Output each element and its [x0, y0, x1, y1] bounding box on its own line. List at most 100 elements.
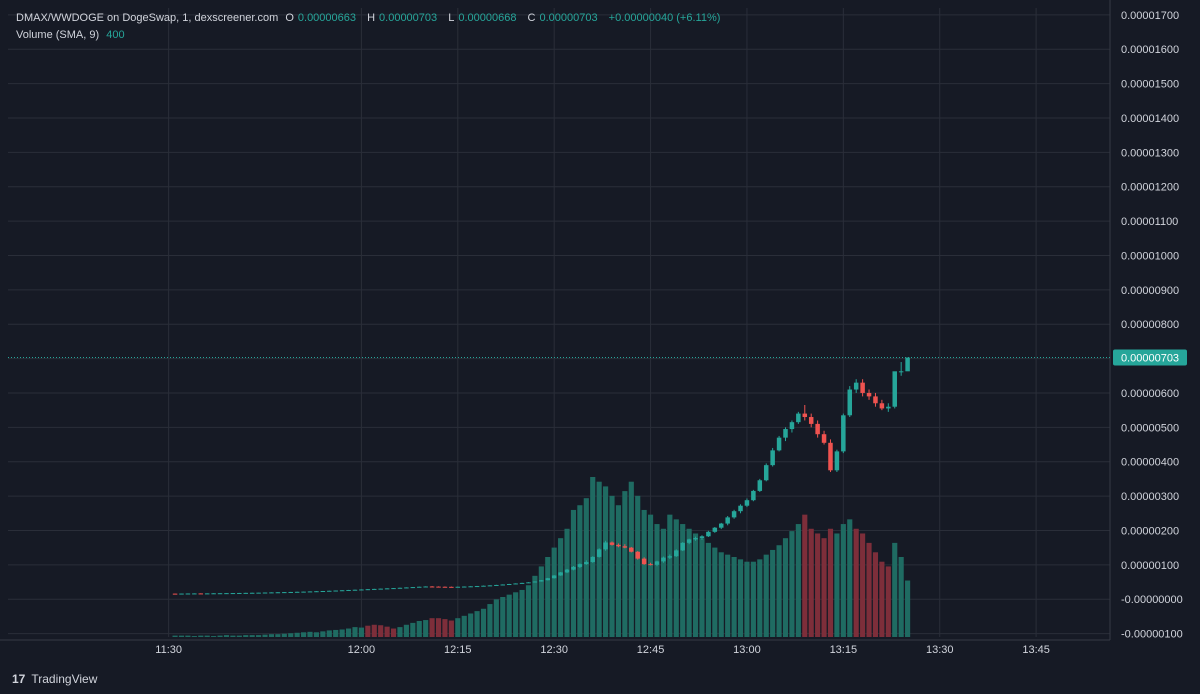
volume-bar — [358, 627, 364, 637]
y-tick-label: 0.00000400 — [1121, 457, 1179, 469]
volume-bar — [564, 528, 570, 637]
x-tick-label: 13:15 — [830, 644, 858, 656]
candle-body — [551, 575, 557, 579]
volume-bar — [256, 635, 262, 637]
volume-bar — [603, 486, 609, 637]
volume-bar — [313, 632, 320, 637]
candle-body — [179, 593, 184, 595]
volume-bar — [371, 624, 377, 637]
volume-bar — [577, 505, 583, 637]
candle-body — [461, 586, 467, 588]
candle-body — [384, 588, 390, 590]
high-label: H 0.00000703 — [367, 12, 438, 24]
volume-bar — [384, 626, 390, 637]
footer-brand[interactable]: 17 TradingView — [12, 672, 97, 686]
volume-bar — [545, 557, 551, 637]
candle-body — [500, 584, 506, 586]
candle-body — [243, 592, 248, 594]
volume-bar — [570, 509, 577, 637]
candle-body — [172, 593, 178, 595]
volume-bar — [635, 495, 641, 637]
candle-body — [391, 588, 396, 590]
candle-body — [674, 550, 679, 557]
volume-bar — [744, 561, 750, 637]
candle-body — [288, 591, 293, 593]
volume-bar — [770, 549, 776, 637]
volume-bar — [654, 524, 660, 637]
candle-body — [828, 442, 833, 471]
candle-body — [577, 564, 583, 567]
candle-body — [372, 588, 377, 590]
volume-bar — [423, 620, 429, 637]
tradingview-logo-icon: 17 — [12, 672, 26, 686]
volume-bar — [866, 542, 872, 637]
candle-body — [693, 538, 698, 540]
candle-body — [731, 511, 737, 518]
candle-body — [808, 417, 814, 424]
candle-body — [558, 572, 563, 576]
candle-body — [282, 592, 287, 594]
volume-bar — [217, 635, 223, 637]
volume-bar — [281, 633, 287, 637]
volume-bar — [750, 561, 756, 637]
candle-body — [609, 542, 615, 545]
candle-body — [751, 490, 756, 501]
candle-body — [346, 589, 351, 591]
candle-body — [622, 546, 628, 548]
last-price-label: 0.00000703 — [1121, 353, 1179, 365]
volume-bar — [455, 618, 461, 637]
volume-bar — [268, 634, 275, 637]
candle-body — [314, 591, 319, 593]
volume-bar — [320, 631, 326, 637]
volume-bar — [345, 628, 352, 637]
volume-bar — [480, 608, 487, 637]
volume-bar — [236, 635, 242, 637]
y-tick-label: 0.00001600 — [1121, 44, 1179, 56]
candle-body — [449, 586, 454, 588]
candle-body — [474, 586, 480, 588]
candle-body — [770, 450, 775, 466]
candle-body — [539, 580, 544, 582]
ohlc-legend: DMAX/WWDOGE on DogeSwap, 1, dexscreener.… — [16, 12, 724, 24]
volume-bar — [243, 635, 249, 637]
volume-bar — [757, 559, 763, 637]
volume-bar — [782, 538, 789, 637]
volume-bar — [821, 538, 827, 637]
last-price-badge — [1113, 349, 1187, 366]
volume-bar — [403, 624, 409, 637]
candle-body — [892, 371, 897, 407]
candle-body — [198, 593, 204, 595]
candle-body — [294, 591, 300, 593]
candle-body — [532, 581, 538, 583]
volume-bar — [583, 498, 589, 637]
x-tick-label: 12:30 — [540, 644, 568, 656]
candle-body — [796, 413, 801, 423]
candle-body — [320, 591, 326, 593]
candle-body — [455, 586, 461, 588]
y-tick-label: 0.00001700 — [1121, 10, 1179, 22]
volume-bar — [294, 632, 300, 637]
volume-bar — [705, 542, 711, 637]
volume-value: 400 — [106, 29, 125, 41]
candle-body — [680, 542, 685, 551]
candle-body — [648, 564, 653, 566]
volume-bar — [860, 533, 866, 637]
candle-body — [603, 542, 608, 550]
candle-body — [211, 593, 216, 595]
volume-bar — [686, 528, 692, 637]
volume-bar — [519, 589, 525, 637]
candle-body — [526, 582, 531, 584]
x-tick-label: 13:30 — [926, 644, 954, 656]
candle-body — [616, 544, 621, 547]
volume-bar — [827, 528, 834, 637]
volume-bar — [622, 491, 628, 637]
candle-body — [359, 589, 364, 591]
candle-body — [571, 566, 576, 570]
y-tick-label: 0.00001200 — [1121, 182, 1179, 194]
candle-body — [776, 437, 782, 451]
y-tick-label: 0.00001300 — [1121, 147, 1179, 159]
candle-body — [487, 585, 493, 587]
candle-body — [815, 423, 820, 435]
